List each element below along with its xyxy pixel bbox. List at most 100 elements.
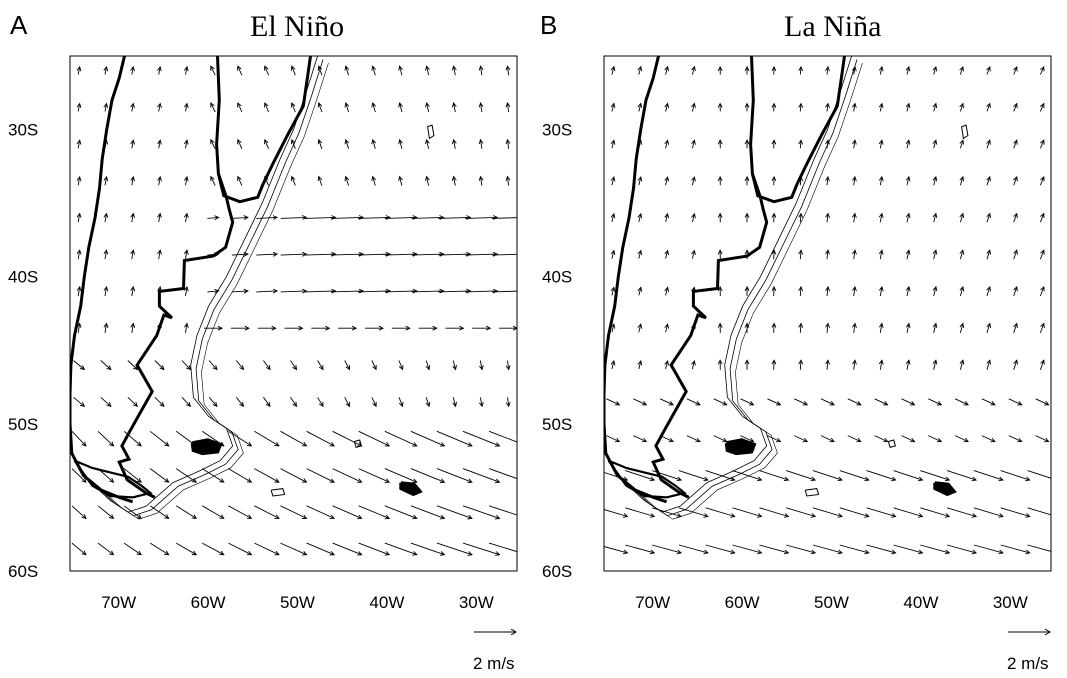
wind-vector: [625, 507, 655, 517]
wind-vector: [799, 360, 802, 370]
wind-vector: [826, 213, 829, 223]
wind-vector: [185, 323, 188, 333]
wind-vector: [799, 286, 802, 297]
wind-vector-head: [264, 65, 269, 71]
wind-vector-head: [412, 251, 418, 257]
wind-vector: [158, 213, 161, 223]
wind-vector-head: [883, 437, 889, 443]
wind-vector: [436, 430, 473, 447]
wind-vector-head: [136, 550, 142, 556]
wind-vector: [371, 397, 377, 407]
wind-vector: [77, 176, 81, 186]
wind-vector-head: [237, 102, 242, 108]
wind-vector-head: [717, 139, 723, 145]
wind-vector: [705, 470, 735, 481]
x-tick-label: 70W: [101, 593, 136, 612]
wind-vector: [332, 430, 362, 447]
wind-vector: [920, 470, 950, 481]
wind-vector-head: [439, 288, 445, 294]
wind-vector: [210, 102, 216, 113]
wind-vector-head: [439, 442, 446, 447]
wind-vector: [318, 139, 323, 149]
wind-vector-head: [219, 441, 225, 447]
wind-vector-head: [302, 251, 308, 257]
wind-vector-head: [810, 513, 817, 518]
wind-vector: [732, 507, 762, 517]
wind-vector-head: [810, 476, 817, 482]
wind-vector-head: [371, 102, 377, 108]
wind-vector-head: [1025, 513, 1031, 518]
wind-vector: [1008, 398, 1022, 406]
wind-vector: [933, 213, 937, 223]
wind-vector-head: [76, 139, 82, 145]
wind-vector-head: [771, 65, 777, 72]
wind-vector-head: [290, 138, 296, 145]
wind-vector: [507, 397, 510, 407]
wind-vector: [290, 397, 297, 407]
wind-vector-head: [771, 175, 777, 182]
wind-vector: [604, 471, 628, 481]
wind-vector-head: [317, 102, 323, 108]
wind-vector: [280, 290, 307, 293]
wind-vector-head: [798, 212, 804, 218]
wind-vector-head: [610, 102, 616, 108]
wind-vector-head: [244, 325, 250, 331]
wind-vector-head: [157, 65, 162, 72]
wind-vector-head: [106, 401, 112, 407]
wind-vector-head: [103, 102, 109, 109]
wind-vector: [331, 216, 364, 219]
wind-vector-head: [425, 65, 430, 71]
wind-vector: [981, 398, 996, 406]
wind-vector: [465, 253, 498, 256]
map-layer: [70, 56, 517, 556]
wind-vector: [933, 286, 937, 297]
wind-vector-head: [103, 249, 109, 255]
wind-vector: [986, 286, 991, 297]
wind-vector: [399, 176, 403, 186]
wind-vector: [1039, 323, 1045, 334]
wind-vector-head: [398, 138, 403, 145]
wind-vector-head: [1040, 322, 1045, 329]
wind-vector-head: [695, 401, 701, 406]
wind-vector-head: [210, 65, 215, 71]
wind-vector: [767, 398, 781, 406]
wind-vector: [901, 435, 915, 443]
wind-vector: [879, 213, 883, 223]
wind-vector: [208, 360, 218, 370]
wind-vector-head: [130, 212, 136, 218]
wind-vector: [786, 507, 816, 517]
wind-vector-head: [998, 513, 1004, 518]
wind-vector-head: [798, 175, 804, 182]
wind-vector-head: [668, 437, 675, 443]
wind-vector-head: [959, 249, 965, 255]
wind-vector-head: [157, 212, 162, 218]
wind-vector: [959, 250, 964, 260]
small-island: [804, 488, 820, 497]
x-tick-label: 50W: [814, 593, 849, 612]
wind-vector-head: [210, 102, 215, 108]
wind-vector-head: [271, 325, 277, 331]
wind-vector: [317, 360, 324, 370]
wind-vector: [131, 250, 134, 260]
wind-vector: [149, 468, 169, 483]
wind-vector: [604, 509, 628, 517]
wind-vector: [185, 213, 188, 223]
wind-vector-head: [664, 176, 670, 182]
wind-vector: [799, 213, 802, 223]
wind-vector-head: [398, 175, 403, 181]
wind-vector: [158, 286, 161, 297]
wind-vector: [678, 507, 709, 517]
wind-vector: [638, 287, 642, 296]
wind-vector-head: [290, 65, 296, 71]
tierra-del-fuego-coastline: [73, 459, 153, 499]
wind-vector-head: [451, 102, 457, 108]
x-tick-label: 50W: [280, 593, 315, 612]
wind-vector: [425, 397, 430, 407]
wind-vector-head: [649, 549, 656, 555]
wind-vector: [812, 470, 843, 481]
south-georgia-island: [933, 481, 957, 497]
wind-vector: [202, 430, 225, 447]
wind-vector: [263, 360, 271, 370]
wind-vector: [345, 139, 350, 149]
wind-vector: [131, 213, 134, 223]
